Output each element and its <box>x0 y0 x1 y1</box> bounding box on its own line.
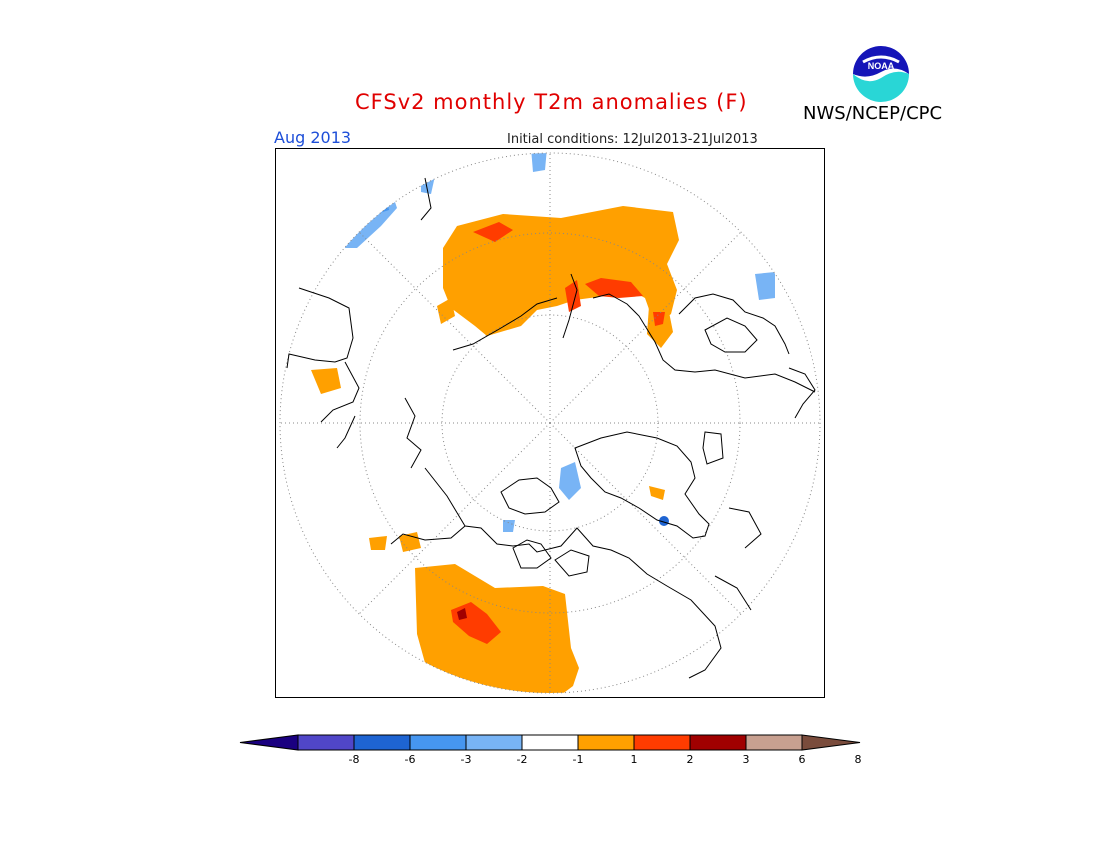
polar-map <box>275 148 825 698</box>
graticule <box>279 152 821 694</box>
warm-region-baltic <box>437 298 455 324</box>
colorbar-tick-label: 6 <box>799 753 806 766</box>
cool-region-top <box>531 153 547 172</box>
colorbar-tick-label: -6 <box>405 753 416 766</box>
warm-region-alaska <box>369 536 387 550</box>
colorbar-bins <box>239 734 861 751</box>
colorbar-bin <box>689 734 747 751</box>
hot-spot-central-asia <box>565 280 581 312</box>
colorbar-tick-label: -8 <box>349 753 360 766</box>
forecast-month: Aug 2013 <box>274 128 352 147</box>
warm-region-greenland <box>649 486 665 500</box>
colorbar-ticks: -8 -6 -3 -2 -1 1 2 3 6 8 <box>349 753 862 766</box>
colorbar-tick-label: 1 <box>631 753 638 766</box>
hot-spot-east <box>653 312 665 326</box>
colorbar-tick-label: 3 <box>743 753 750 766</box>
hot-spot-russia <box>473 222 513 242</box>
colorbar-legend: -8 -6 -3 -2 -1 1 2 3 6 8 <box>239 734 862 766</box>
colorbar-tick-label: -2 <box>517 753 528 766</box>
colorbar-bin <box>521 734 579 751</box>
hot-spot-siberia <box>585 278 643 298</box>
colorbar-bin <box>297 734 355 751</box>
colorbar-tick-label: -1 <box>573 753 584 766</box>
cool-spot-greenland <box>659 516 669 526</box>
colorbar-bin <box>409 734 467 751</box>
agency-label: NWS/NCEP/CPC <box>803 103 943 124</box>
coastlines <box>286 177 816 679</box>
cool-region-arctic <box>559 462 581 500</box>
warm-region-russia <box>443 206 679 336</box>
colorbar-bin <box>465 734 523 751</box>
colorbar-bin <box>353 734 411 751</box>
colorbar-arrow-low <box>239 734 299 751</box>
initial-conditions: Initial conditions: 12Jul2013-21Jul2013 <box>507 132 758 147</box>
colorbar-bin <box>633 734 691 751</box>
cool-region-canada-arctic <box>503 520 515 532</box>
colorbar-tick-label: 2 <box>687 753 694 766</box>
colorbar-bin <box>577 734 635 751</box>
colorbar-tick-label: 8 <box>855 753 862 766</box>
cool-region-europe <box>755 272 775 300</box>
colorbar-arrow-high <box>801 734 861 751</box>
warm-region-alaska-west <box>311 368 341 394</box>
colorbar-tick-label: -3 <box>461 753 472 766</box>
noaa-logo: NOAA <box>851 44 911 104</box>
logo-text: NOAA <box>868 61 895 71</box>
very-hot-spot-canada <box>457 608 467 620</box>
colorbar-bin <box>745 734 803 751</box>
page-title: CFSv2 monthly T2m anomalies (F) <box>355 90 748 114</box>
anomaly-fields <box>311 153 775 693</box>
